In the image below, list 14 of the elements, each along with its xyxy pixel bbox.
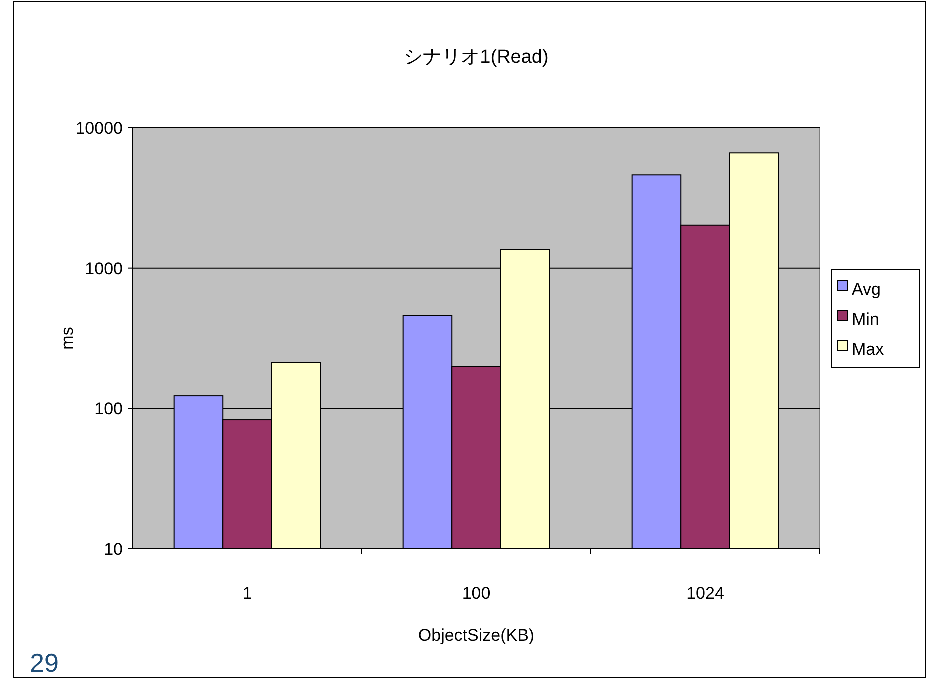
y-tick-label: 100 [94,400,123,419]
x-axis-title: ObjectSize(KB) [418,626,535,645]
y-tick-label: 10000 [76,119,123,138]
legend-label: Max [852,340,885,359]
legend-label: Avg [852,280,881,299]
x-tick-label: 1 [242,584,252,603]
y-tick-label: 10 [104,540,123,559]
x-tick-label: 100 [462,584,491,603]
y-axis-title: ms [58,327,77,350]
legend-label: Min [852,310,880,329]
text: 29 [30,648,59,678]
chart-title: シナリオ1(Read) [404,47,549,68]
y-tick-label: 1000 [85,259,123,278]
x-tick-label: 1024 [686,584,724,603]
